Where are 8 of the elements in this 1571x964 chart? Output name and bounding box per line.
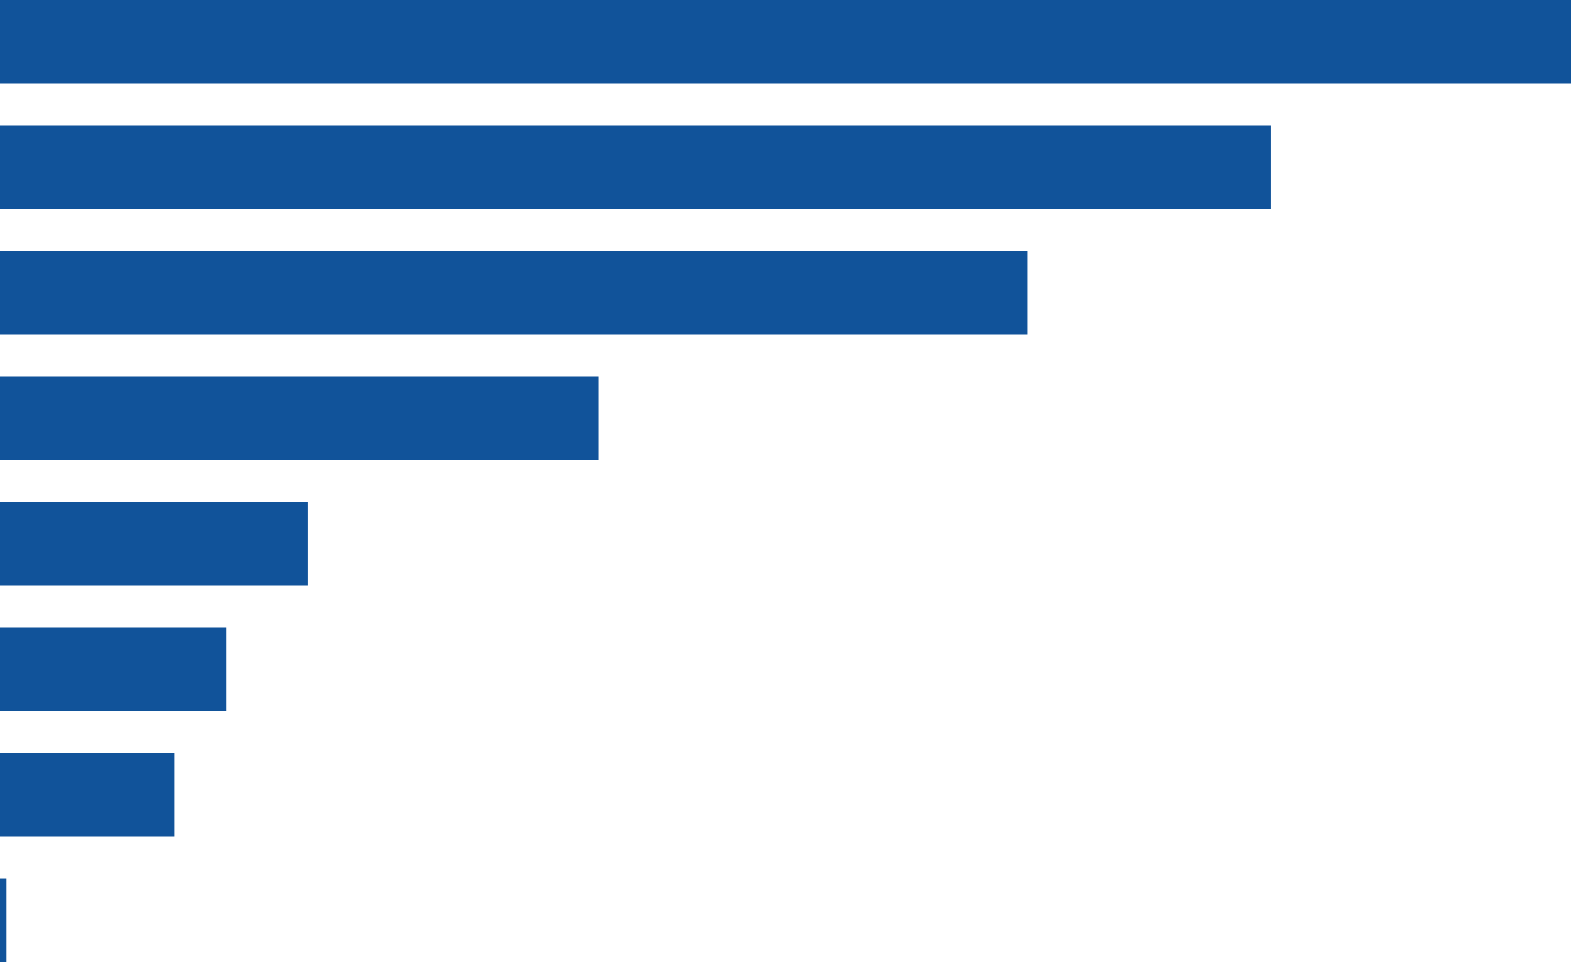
- bar: [0, 0, 1571, 84]
- bar: [0, 627, 227, 711]
- bar: [0, 502, 308, 586]
- bar: [0, 125, 1271, 209]
- bar: [0, 753, 175, 837]
- bar: [0, 251, 1028, 335]
- bar: [0, 878, 7, 962]
- bar: [0, 376, 599, 460]
